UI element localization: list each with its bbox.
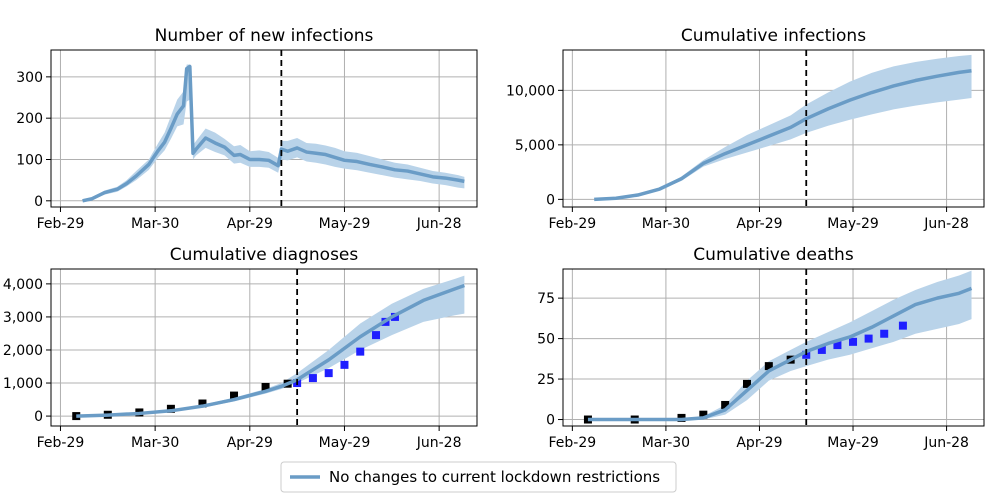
y-tick-label: 300 [16, 70, 43, 86]
y-tick-label: 1,000 [3, 376, 43, 392]
x-tick-label: Mar-30 [131, 216, 179, 232]
median-line [82, 64, 465, 203]
y-tick-label: 75 [537, 291, 555, 307]
observed-point [230, 391, 239, 400]
plot-frame [50, 49, 478, 208]
plot-frame [562, 268, 985, 427]
observed-point-recent [833, 341, 842, 350]
x-tick-label: Feb-29 [549, 216, 597, 232]
observed-point-recent [880, 329, 889, 338]
x-tick-label: Mar-30 [642, 216, 690, 232]
y-tick-label: 5,000 [515, 138, 555, 154]
observed-point [261, 382, 270, 391]
x-tick-label: May-29 [827, 216, 879, 232]
y-tick-label: 10,000 [506, 83, 555, 99]
median-line [594, 68, 972, 202]
plot-frame [562, 49, 985, 208]
y-tick-label: 50 [537, 332, 555, 348]
y-tick-label: 0 [546, 192, 555, 208]
observed-point [764, 362, 773, 371]
observed-point-recent [340, 360, 349, 369]
uncertainty-band [594, 54, 972, 200]
chart-title: Cumulative deaths [693, 245, 854, 265]
y-tick-label: 0 [34, 194, 43, 210]
x-tick-label: Mar-30 [131, 435, 179, 451]
x-tick-label: Apr-29 [736, 435, 782, 451]
panel-3: Cumulative diagnoses Feb-29 Mar-30 Apr-29 Ma… [3, 245, 478, 451]
observed-point-recent [372, 331, 381, 340]
observed-point [198, 399, 207, 408]
observed-point [742, 379, 751, 388]
panel-2: Cumulative infections Feb-29 Mar-30 Apr-29 M… [506, 26, 985, 232]
x-tick-label: Apr-29 [227, 435, 273, 451]
x-tick-label: Feb-29 [37, 216, 85, 232]
y-tick-label: 4,000 [3, 277, 43, 293]
x-tick-label: Jun-28 [416, 216, 462, 232]
y-tick-label: 200 [16, 111, 43, 127]
observed-point-recent [898, 321, 907, 330]
y-tick-label: 2,000 [3, 343, 43, 359]
x-tick-label: Apr-29 [227, 216, 273, 232]
observed-point-recent [864, 334, 873, 343]
y-tick-label: 25 [537, 372, 555, 388]
y-tick-label: 3,000 [3, 310, 43, 326]
y-tick-label: 0 [546, 413, 555, 429]
median-line [76, 283, 465, 418]
observed-point [721, 400, 730, 409]
x-tick-label: Feb-29 [37, 435, 85, 451]
chart-title: Cumulative infections [681, 26, 866, 46]
legend-frame [280, 461, 677, 493]
x-tick-label: May-29 [827, 435, 879, 451]
chart-panels: Number of new infections Feb-29 Mar-30 Apr-… [3, 26, 985, 451]
legend: No changes to current lockdown restricti… [280, 461, 677, 493]
x-tick-label: Mar-30 [642, 435, 690, 451]
observed-point-recent [817, 345, 826, 354]
observed-point-recent [324, 369, 333, 378]
chart-title: Cumulative diagnoses [170, 245, 359, 265]
x-tick-label: Jun-28 [923, 216, 969, 232]
x-tick-label: Jun-28 [923, 435, 969, 451]
y-tick-label: 100 [16, 152, 43, 168]
panel-1: Number of new infections Feb-29 Mar-30 Apr-… [16, 26, 478, 232]
panel-4: Cumulative deaths Feb-29 Mar-30 Apr-29 May-2… [537, 245, 985, 451]
x-tick-label: May-29 [319, 435, 371, 451]
x-tick-label: May-29 [319, 216, 371, 232]
observed-point-recent [356, 347, 365, 356]
x-tick-label: Jun-28 [416, 435, 462, 451]
observed-point-recent [849, 337, 858, 346]
y-tick-label: 0 [34, 409, 43, 425]
observed-point [699, 410, 708, 419]
x-tick-label: Feb-29 [549, 435, 597, 451]
uncertainty-band [82, 64, 465, 201]
x-tick-label: Apr-29 [736, 216, 782, 232]
uncertainty-band [76, 275, 465, 417]
observed-point [166, 404, 175, 413]
plot-frame [50, 268, 478, 427]
chart-title: Number of new infections [155, 26, 374, 46]
legend-label: No changes to current lockdown restricti… [329, 468, 660, 486]
uncertainty-band [587, 270, 972, 420]
observed-point-recent [308, 374, 317, 383]
